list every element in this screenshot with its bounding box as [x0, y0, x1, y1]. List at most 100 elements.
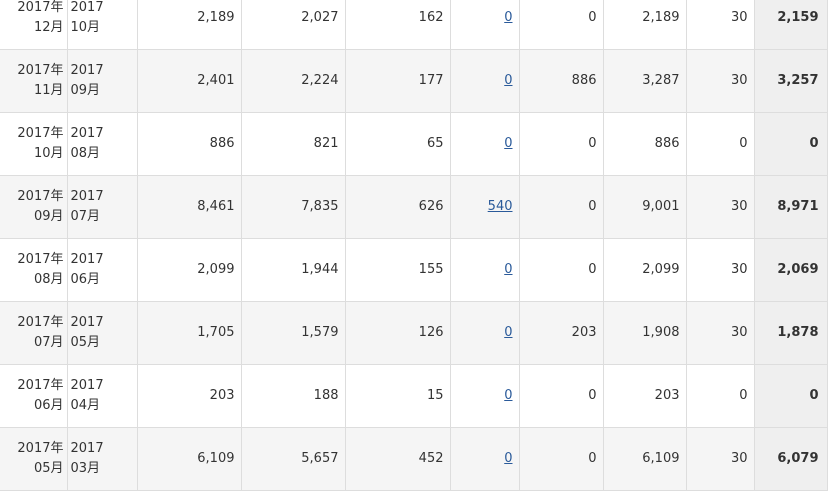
table-cell: 540: [450, 175, 520, 239]
cell-text: 2,027: [301, 10, 339, 25]
table-cell: 0: [519, 238, 604, 302]
table-cell: 2017 09月: [67, 49, 138, 113]
table-cell: 188: [241, 364, 346, 428]
cell-line: 06月: [33, 398, 64, 413]
cell-text: 1,878: [777, 325, 819, 340]
table-cell: 2017年 07月: [0, 301, 68, 365]
table-cell: 2017年 05月: [0, 427, 68, 491]
table-cell: 2,027: [241, 0, 346, 50]
table-cell: 886: [519, 49, 604, 113]
cell-line: 04月: [70, 398, 101, 413]
table-cell: 0: [450, 301, 520, 365]
detail-link[interactable]: 0: [504, 451, 513, 466]
cell-text: 3,257: [777, 73, 819, 88]
table-cell: 2,069: [754, 238, 828, 302]
cell-text: 0: [809, 136, 819, 151]
table-cell: 30: [686, 49, 755, 113]
cell-text: 2,189: [197, 10, 235, 25]
table-cell: 5,657: [241, 427, 346, 491]
cell-line: 2017年: [17, 63, 64, 78]
table-cell: 0: [519, 0, 604, 50]
table-cell: 3,257: [754, 49, 828, 113]
table-cell: 8,971: [754, 175, 828, 239]
table-cell: 0: [519, 427, 604, 491]
table-cell: 0: [450, 427, 520, 491]
table-cell: 30: [686, 175, 755, 239]
cell-line: 03月: [70, 461, 101, 476]
table-row: 2017年 05月 2017 03月 6,109 5,657 452 0 0 6,109 30 6,0…: [0, 427, 828, 491]
cell-text: 2,159: [777, 10, 819, 25]
cell-line: 09月: [70, 83, 101, 98]
cell-text: 30: [730, 10, 748, 25]
cell-line: 2017年: [17, 0, 64, 15]
table-cell: 2,099: [603, 238, 687, 302]
table-cell: 1,944: [241, 238, 346, 302]
cell-line: 2017: [70, 189, 104, 204]
table-cell: 30: [686, 0, 755, 50]
cell-text: 30: [730, 262, 748, 277]
cell-text: 177: [418, 73, 444, 88]
cell-text: 3,287: [642, 73, 680, 88]
table-cell: 6,109: [137, 427, 242, 491]
detail-link[interactable]: 0: [504, 388, 513, 403]
table-cell: 626: [345, 175, 451, 239]
cell-text: 1,944: [301, 262, 339, 277]
detail-link[interactable]: 0: [504, 73, 513, 88]
detail-link[interactable]: 540: [487, 199, 513, 214]
table-cell: 0: [754, 112, 828, 176]
cell-line: 05月: [33, 461, 64, 476]
table-cell: 15: [345, 364, 451, 428]
cell-text: 203: [571, 325, 597, 340]
cell-text: 886: [209, 136, 235, 151]
cell-text: 0: [588, 262, 597, 277]
table-cell: 203: [519, 301, 604, 365]
cell-line: 2017: [70, 441, 104, 456]
table-cell: 452: [345, 427, 451, 491]
cell-line: 2017年: [17, 441, 64, 456]
cell-line: 2017: [70, 63, 104, 78]
table-cell: 1,908: [603, 301, 687, 365]
detail-link[interactable]: 0: [504, 136, 513, 151]
cell-text: 162: [418, 10, 444, 25]
table-cell: 0: [686, 364, 755, 428]
table-cell: 2017 05月: [67, 301, 138, 365]
table-cell: 126: [345, 301, 451, 365]
table-cell: 177: [345, 49, 451, 113]
table-cell: 2,159: [754, 0, 828, 50]
table-cell: 155: [345, 238, 451, 302]
table-cell: 2017 04月: [67, 364, 138, 428]
table-cell: 0: [686, 112, 755, 176]
table-cell: 2017年 12月: [0, 0, 68, 50]
cell-text: 0: [588, 136, 597, 151]
table-cell: 2017年 09月: [0, 175, 68, 239]
cell-text: 1,908: [642, 325, 680, 340]
cell-text: 1,579: [301, 325, 339, 340]
table-cell: 6,109: [603, 427, 687, 491]
cell-line: 2017年: [17, 315, 64, 330]
table-row: 2017年 10月 2017 08月 886 821 65 0 0 886 0 0: [0, 112, 828, 176]
detail-link[interactable]: 0: [504, 10, 513, 25]
table-cell: 2017 07月: [67, 175, 138, 239]
cell-text: 0: [739, 136, 748, 151]
cell-text: 30: [730, 325, 748, 340]
detail-link[interactable]: 0: [504, 262, 513, 277]
cell-text: 2,099: [197, 262, 235, 277]
cell-text: 886: [571, 73, 597, 88]
detail-link[interactable]: 0: [504, 325, 513, 340]
table-cell: 2017年 06月: [0, 364, 68, 428]
cell-text: 626: [418, 199, 444, 214]
table-cell: 30: [686, 238, 755, 302]
cell-text: 5,657: [301, 451, 339, 466]
table-cell: 2,099: [137, 238, 242, 302]
cell-line: 2017: [70, 378, 104, 393]
table-cell: 30: [686, 427, 755, 491]
table-row: 2017年 08月 2017 06月 2,099 1,944 155 0 0 2,099 30 2,0…: [0, 238, 828, 302]
table-cell: 0: [450, 0, 520, 50]
cell-line: 08月: [70, 146, 101, 161]
cell-text: 30: [730, 451, 748, 466]
table-cell: 1,579: [241, 301, 346, 365]
cell-line: 2017: [70, 252, 104, 267]
cell-text: 452: [418, 451, 444, 466]
